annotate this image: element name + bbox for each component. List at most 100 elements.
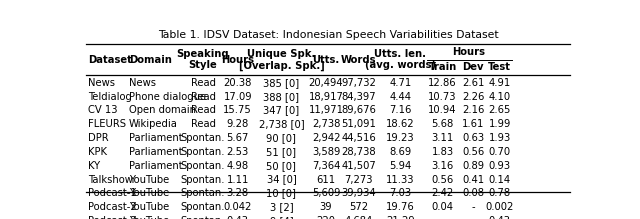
Text: -: - — [441, 216, 444, 219]
Text: Parliament: Parliament — [129, 147, 183, 157]
Text: 2.61: 2.61 — [462, 78, 484, 88]
Text: Read: Read — [191, 105, 216, 115]
Text: Open domain: Open domain — [129, 105, 196, 115]
Text: Read: Read — [191, 78, 216, 88]
Text: Spontan.: Spontan. — [180, 161, 225, 171]
Text: 34 [0]: 34 [0] — [266, 175, 296, 185]
Text: 41,507: 41,507 — [341, 161, 376, 171]
Text: 1.99: 1.99 — [488, 119, 511, 129]
Text: 10 [0]: 10 [0] — [266, 188, 296, 198]
Text: 18.62: 18.62 — [386, 119, 415, 129]
Text: 1.83: 1.83 — [431, 147, 454, 157]
Text: 611: 611 — [316, 175, 335, 185]
Text: Test: Test — [488, 62, 511, 72]
Text: YouTube: YouTube — [129, 188, 170, 198]
Text: 0.89: 0.89 — [462, 161, 484, 171]
Text: 2,738: 2,738 — [312, 119, 340, 129]
Text: 7.16: 7.16 — [389, 105, 412, 115]
Text: Hours: Hours — [221, 55, 254, 65]
Text: 2.65: 2.65 — [488, 105, 511, 115]
Text: 21.29: 21.29 — [386, 216, 415, 219]
Text: Spontan.: Spontan. — [180, 175, 225, 185]
Text: Wikipedia: Wikipedia — [129, 119, 178, 129]
Text: 0.78: 0.78 — [488, 188, 511, 198]
Text: 15.75: 15.75 — [223, 105, 252, 115]
Text: Teldialog: Teldialog — [88, 92, 132, 102]
Text: Spontan.: Spontan. — [180, 216, 225, 219]
Text: Talkshow: Talkshow — [88, 175, 133, 185]
Text: 3.28: 3.28 — [227, 188, 249, 198]
Text: 4.98: 4.98 — [227, 161, 249, 171]
Text: Phone dialogue: Phone dialogue — [129, 92, 206, 102]
Text: 0.63: 0.63 — [462, 133, 484, 143]
Text: Speaking
Style: Speaking Style — [177, 49, 229, 70]
Text: 8.69: 8.69 — [389, 147, 412, 157]
Text: 5.94: 5.94 — [389, 161, 412, 171]
Text: Hours: Hours — [452, 48, 485, 57]
Text: 0.08: 0.08 — [462, 188, 484, 198]
Text: 3 [2]: 3 [2] — [269, 202, 293, 212]
Text: 17.09: 17.09 — [223, 92, 252, 102]
Text: 7,273: 7,273 — [344, 175, 373, 185]
Text: 0.002: 0.002 — [485, 202, 514, 212]
Text: Unique Spk.
[Overlap. Spk.]: Unique Spk. [Overlap. Spk.] — [239, 49, 324, 71]
Text: 2.26: 2.26 — [462, 92, 484, 102]
Text: 0.93: 0.93 — [488, 161, 511, 171]
Text: 0.41: 0.41 — [462, 175, 484, 185]
Text: -: - — [472, 216, 475, 219]
Text: 4.91: 4.91 — [488, 78, 511, 88]
Text: 1.61: 1.61 — [462, 119, 484, 129]
Text: 90 [0]: 90 [0] — [266, 133, 296, 143]
Text: 18,917: 18,917 — [308, 92, 344, 102]
Text: 44,516: 44,516 — [341, 133, 376, 143]
Text: 0.43: 0.43 — [227, 216, 249, 219]
Text: 5.67: 5.67 — [227, 133, 249, 143]
Text: Podcast-1: Podcast-1 — [88, 188, 137, 198]
Text: 2.53: 2.53 — [227, 147, 249, 157]
Text: 19.76: 19.76 — [386, 202, 415, 212]
Text: Podcast-3: Podcast-3 — [88, 216, 136, 219]
Text: Podcast-2: Podcast-2 — [88, 202, 137, 212]
Text: 0.14: 0.14 — [488, 175, 511, 185]
Text: 39: 39 — [320, 202, 332, 212]
Text: Spontan.: Spontan. — [180, 188, 225, 198]
Text: YouTube: YouTube — [129, 216, 170, 219]
Text: 0.70: 0.70 — [488, 147, 511, 157]
Text: Read: Read — [191, 92, 216, 102]
Text: Spontan.: Spontan. — [180, 133, 225, 143]
Text: 51,091: 51,091 — [341, 119, 376, 129]
Text: KPK: KPK — [88, 147, 107, 157]
Text: 4.71: 4.71 — [389, 78, 412, 88]
Text: News: News — [88, 78, 115, 88]
Text: 28,738: 28,738 — [341, 147, 376, 157]
Text: 11,971: 11,971 — [308, 105, 344, 115]
Text: Utts. len.
(avg. words): Utts. len. (avg. words) — [365, 49, 436, 70]
Text: Dataset: Dataset — [88, 55, 132, 65]
Text: 4.44: 4.44 — [389, 92, 412, 102]
Text: Utts.: Utts. — [312, 55, 340, 65]
Text: News: News — [129, 78, 156, 88]
Text: 2.16: 2.16 — [462, 105, 484, 115]
Text: KY: KY — [88, 161, 100, 171]
Text: 97,732: 97,732 — [341, 78, 376, 88]
Text: 2,942: 2,942 — [312, 133, 340, 143]
Text: 0.04: 0.04 — [431, 202, 454, 212]
Text: 10.94: 10.94 — [428, 105, 457, 115]
Text: DPR: DPR — [88, 133, 109, 143]
Text: Parliament: Parliament — [129, 161, 183, 171]
Text: 5,609: 5,609 — [312, 188, 340, 198]
Text: 3.16: 3.16 — [431, 161, 454, 171]
Text: 50 [0]: 50 [0] — [266, 161, 296, 171]
Text: Read: Read — [191, 119, 216, 129]
Text: 4.10: 4.10 — [488, 92, 511, 102]
Text: 1.93: 1.93 — [488, 133, 511, 143]
Text: 5.68: 5.68 — [431, 119, 454, 129]
Text: -: - — [472, 202, 475, 212]
Text: 2,738 [0]: 2,738 [0] — [259, 119, 304, 129]
Text: Dev: Dev — [463, 62, 484, 72]
Text: Table 1. IDSV Dataset: Indonesian Speech Variabilities Dataset: Table 1. IDSV Dataset: Indonesian Speech… — [157, 30, 499, 41]
Text: YouTube: YouTube — [129, 202, 170, 212]
Text: 220: 220 — [317, 216, 335, 219]
Text: 9.28: 9.28 — [227, 119, 249, 129]
Text: 10.73: 10.73 — [428, 92, 457, 102]
